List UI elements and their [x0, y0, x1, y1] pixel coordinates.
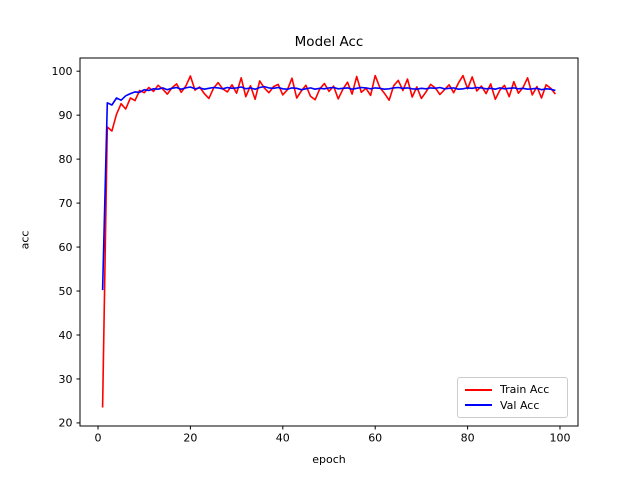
y-tick-label: 80: [59, 153, 73, 166]
legend-label-val-acc: Val Acc: [500, 398, 540, 412]
x-tick-label: 0: [95, 432, 102, 445]
legend-box: Train Acc Val Acc: [457, 377, 568, 418]
x-tick-label: 40: [276, 432, 290, 445]
y-tick-label: 70: [59, 197, 73, 210]
legend-item-train-acc: Train Acc: [465, 382, 559, 397]
val-acc-line-swatch: [465, 404, 492, 407]
train-acc-line: [101, 74, 557, 408]
val-acc-line: [101, 85, 556, 291]
y-tick-label: 100: [52, 65, 73, 78]
y-tick-label: 40: [59, 329, 73, 342]
legend-item-val-acc: Val Acc: [465, 398, 559, 413]
y-tick-label: 50: [59, 285, 73, 298]
x-tick-label: 100: [549, 432, 570, 445]
x-tick-label: 60: [368, 432, 382, 445]
x-axis-label: epoch: [312, 453, 346, 466]
chart-title: Model Acc: [294, 34, 364, 50]
train-acc-line-swatch: [465, 388, 492, 391]
y-tick-label: 90: [59, 109, 73, 122]
y-tick-label: 20: [59, 417, 73, 430]
y-tick-label: 60: [59, 241, 73, 254]
axes-spines: [79, 57, 579, 427]
x-tick-label: 20: [183, 432, 197, 445]
y-tick-label: 30: [59, 373, 73, 386]
x-tick-label: 80: [461, 432, 475, 445]
legend-label-train-acc: Train Acc: [500, 383, 550, 397]
